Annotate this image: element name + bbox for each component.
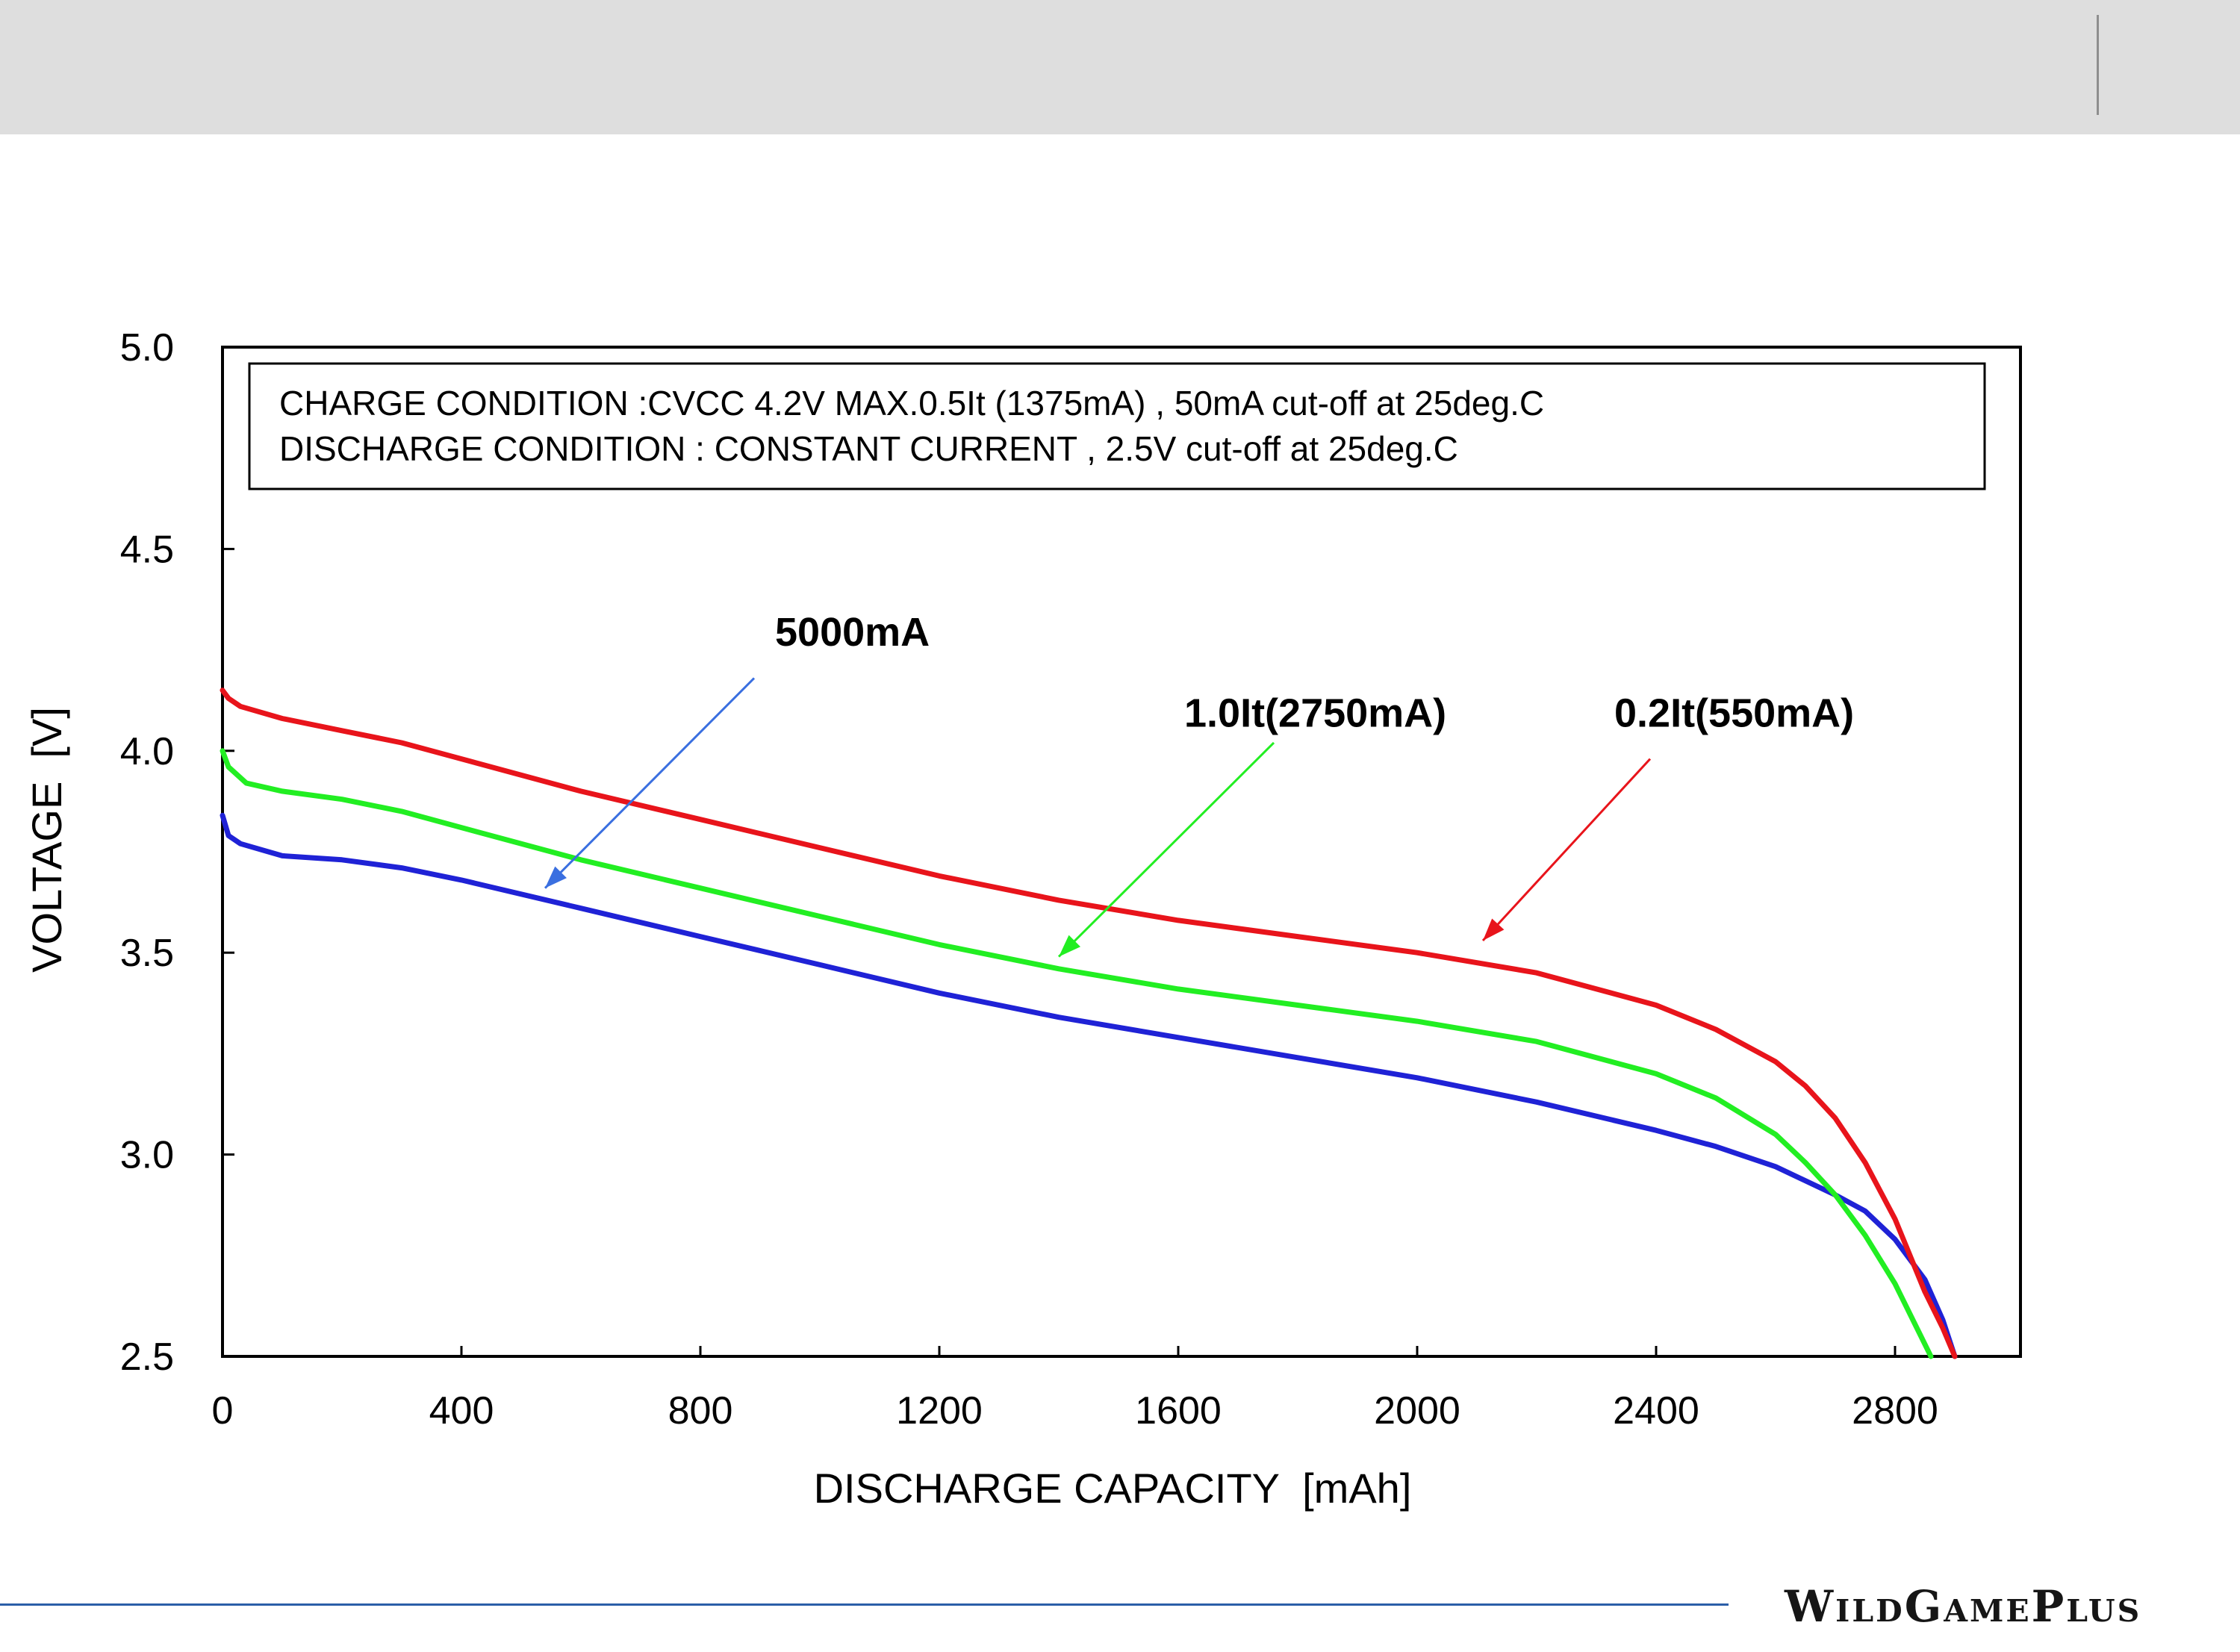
condition-box xyxy=(248,362,1986,490)
callout-arrow-line xyxy=(544,677,756,889)
x-tick-label: 2800 xyxy=(1852,1389,1938,1433)
series-line xyxy=(220,688,1958,1359)
x-tick-label: 2000 xyxy=(1374,1389,1460,1433)
callout-arrow-head xyxy=(1059,935,1081,957)
header-divider xyxy=(2097,15,2099,115)
series-line xyxy=(220,748,1934,1359)
callout-arrow-head xyxy=(1483,918,1505,941)
x-tick-label: 1600 xyxy=(1135,1389,1222,1433)
callout-arrow-head xyxy=(545,866,567,888)
callout-arrow-line xyxy=(1481,758,1652,941)
x-tick-label: 2400 xyxy=(1613,1389,1699,1433)
axis-ticks: 0 400 800 1200 1600 2000 2400 2800 2.5 3.0 3.5 4.0 4… xyxy=(120,326,1938,1433)
callouts: 5000mA 1.0It(2750mA) 0.2It(550mA) xyxy=(544,610,1854,958)
series-layer xyxy=(220,688,1958,1359)
condition-line-charge: CHARGE CONDITION :CVCC 4.2V MAX.0.5It (1… xyxy=(279,384,1544,423)
x-tick-label: 800 xyxy=(668,1389,733,1433)
series-callout-label: 5000mA xyxy=(775,610,930,655)
footer-brand-logo: WildGamePlus xyxy=(1785,1581,2142,1632)
y-tick-label: 4.5 xyxy=(120,528,174,571)
footer-rule xyxy=(0,1603,1729,1606)
plot-frame xyxy=(221,346,2022,1358)
condition-line-discharge: DISCHARGE CONDITION : CONSTANT CURRENT ,… xyxy=(279,429,1458,468)
series-callout-label: 0.2It(550mA) xyxy=(1614,691,1854,735)
y-tick-label: 3.5 xyxy=(120,932,174,975)
y-axis-label: VOLTAGE [V] xyxy=(23,707,70,973)
y-tick-label: 5.0 xyxy=(120,326,174,370)
x-tick-label: 1200 xyxy=(896,1389,983,1433)
x-tick-label: 0 xyxy=(212,1389,234,1433)
callout-arrow-line xyxy=(1057,741,1275,958)
x-tick-label: 400 xyxy=(429,1389,494,1433)
series-line xyxy=(220,812,1958,1359)
y-tick-label: 2.5 xyxy=(120,1335,174,1379)
x-axis-label: DISCHARGE CAPACITY [mAh] xyxy=(814,1465,1412,1512)
plot-border xyxy=(221,346,2022,1358)
y-tick-label: 4.0 xyxy=(120,730,174,773)
header-band xyxy=(0,0,2240,134)
y-tick-label: 3.0 xyxy=(120,1134,174,1177)
series-callout-label: 1.0It(2750mA) xyxy=(1184,691,1446,735)
